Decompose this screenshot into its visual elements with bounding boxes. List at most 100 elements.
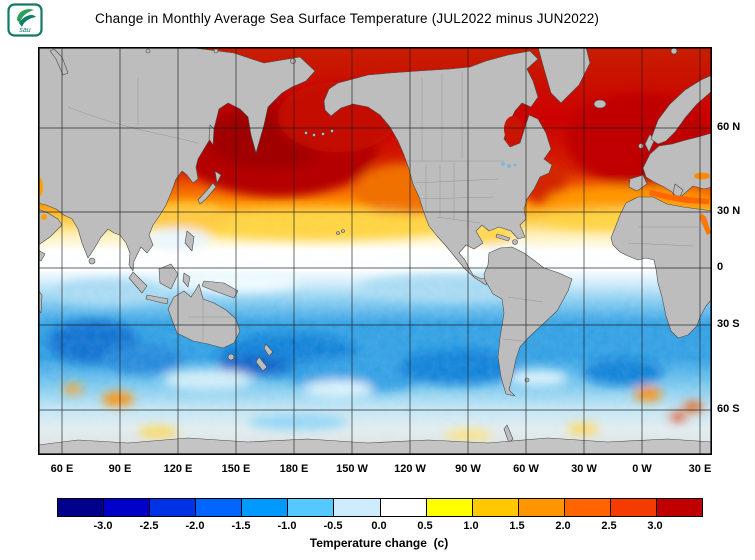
scandinavia [650,74,712,145]
logo-text: sau [19,27,30,34]
ireland [638,143,644,149]
colorbar-segment [426,499,473,516]
colorbar-tick-label: 0.5 [417,520,433,532]
world-map-svg [38,47,713,455]
colorbar-tick-label: 1.0 [463,520,479,532]
colorbar-tick-label: -0.5 [323,520,343,532]
colorbar-track [57,498,703,517]
land-layer [38,47,712,455]
longitude-label: 90 E [108,463,132,475]
antarctica [38,437,712,455]
colorbar-segment [104,499,151,516]
somalia-horn [38,249,46,262]
aleutian-island [330,129,334,133]
africa [610,196,712,339]
colorbar-tick-label: -1.0 [277,520,297,532]
colorbar-segment [150,499,197,516]
sri-lanka [88,257,96,265]
longitude-label: 30 W [571,463,597,475]
latitude-label: 60 N [717,121,741,133]
tasmania [227,353,235,361]
mediterranean-sea [649,190,709,204]
leaf-icon [17,9,34,23]
sumatra [128,271,148,294]
colorbar-segment [564,499,611,516]
great-lake [507,164,511,168]
longitude-label: 150 W [336,463,368,475]
latitude-label: 60 S [717,403,740,415]
longitude-label: 120 E [163,463,193,475]
aleutian-island [304,131,308,135]
colorbar-segment [657,499,703,516]
wave-icon [19,15,36,27]
new-zealand-north [263,343,274,357]
java [145,294,169,305]
latitude-label: 30 S [717,318,740,330]
longitude-label: 180 E [279,463,309,475]
wrangel-island [290,58,296,64]
colorbar-segment [334,499,381,516]
colorbar-segment [610,499,658,516]
colorbar-tick-label: -2.0 [185,520,205,532]
longitude-label: 30 E [688,463,712,475]
europe [642,132,712,201]
colorbar-segment [242,499,289,516]
great-lake [501,162,505,166]
colorbar-tick-label: 3.0 [647,520,663,532]
aleutian-island [321,132,325,136]
longitude-label: 90 W [455,463,481,475]
colorbar-segment [518,499,565,516]
longitude-axis: 60 E 90 E 120 E 150 E 180 E 150 W 120 W 90 W 60 … [0,463,755,479]
longitude-label: 150 E [221,463,251,475]
longitude-label: 60 E [50,463,74,475]
red-sea [700,213,711,235]
falkland-islands [524,377,530,383]
hudson-bay [504,116,522,142]
longitude-label: 0 W [632,463,652,475]
colorbar-tick-label: 1.5 [509,520,525,532]
australia [167,283,241,349]
colorbar: -3.0 -2.5 -2.0 -1.5 -1.0 -0.5 0.0 0.5 1.0 1.5 2.0 2… [57,498,703,550]
agency-logo: sau [7,3,43,37]
colorbar-segment [58,499,105,516]
colorbar-segment [472,499,519,516]
latitude-label: 30 N [717,205,741,217]
persian-gulf [41,214,47,220]
longitude-label: 120 W [394,463,426,475]
colorbar-caption: Temperature change (c) [309,536,449,550]
sea-surface-temperature-map [38,47,713,455]
inland-seas [38,116,711,235]
hawaii [341,229,345,233]
colorbar-tick-label: 2.5 [601,520,617,532]
colorbar-ticks: -3.0 -2.5 -2.0 -1.5 -1.0 -0.5 0.0 0.5 1.0 1.5 2.0 2… [57,520,701,534]
arctic-island [145,48,151,54]
colorbar-segment [196,499,243,516]
sulawesi [182,272,191,288]
asia [38,47,316,272]
colorbar-segment [288,499,335,516]
latitude-axis: 60 N 30 N 0 30 S 60 S [717,0,755,470]
great-lake [513,163,517,167]
new-guinea [201,280,239,299]
colorbar-tick-label: -3.0 [93,520,113,532]
hispaniola [512,239,518,245]
aleutian-island [312,133,316,137]
colorbar-tick-label: -2.5 [139,520,159,532]
page-title: Change in Monthly Average Sea Surface Te… [95,11,600,26]
japan [197,182,217,205]
iceland [593,99,607,109]
svalbard [670,47,678,55]
new-zealand-south [255,356,268,372]
latitude-label: 0 [717,261,724,273]
arctic-island [213,48,219,54]
colorbar-tick-label: 2.0 [555,520,571,532]
colorbar-tick-label: -1.5 [231,520,251,532]
philippines [184,230,195,252]
ocean-speckle-texture [38,272,712,432]
black-sea [694,172,710,180]
south-america [483,246,573,397]
longitude-label: 60 W [513,463,539,475]
country-borders [67,71,698,344]
greenland [537,47,591,104]
